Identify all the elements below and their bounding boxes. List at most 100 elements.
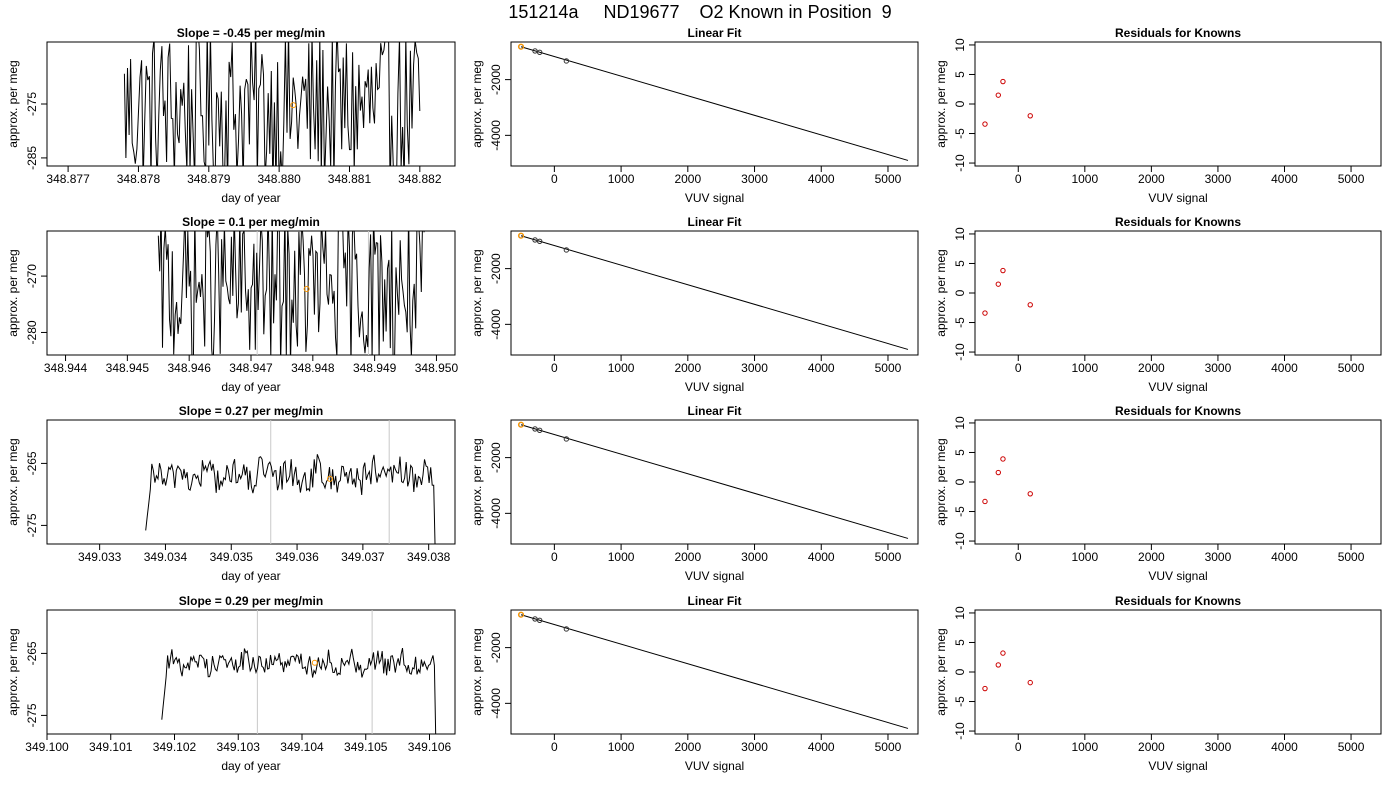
panel-row4-fit: Linear Fit 0 1000 2000 3000 4000 5000 -2000 -400…: [470, 594, 919, 773]
panel-title: Slope = 0.27 per meg/min: [179, 404, 323, 418]
panel-title: Slope = 0.1 per meg/min: [182, 215, 320, 229]
y-tick-label: -2000: [489, 442, 503, 473]
x-tick-label: 0: [1015, 740, 1022, 754]
known-point: [536, 238, 543, 245]
x-axis-label: VUV signal: [1148, 191, 1207, 205]
x-tick-label: 4000: [1271, 361, 1298, 375]
series-line: [161, 647, 437, 734]
y-tick-label: -275: [25, 92, 39, 116]
fit-line: [520, 614, 909, 729]
x-tick-label: 5000: [1338, 550, 1365, 564]
y-tick-label: -280: [25, 320, 39, 344]
y-tick-label: 5: [953, 639, 967, 646]
plot-area: [161, 610, 437, 734]
panel-title: Slope = 0.29 per meg/min: [179, 594, 323, 608]
y-axis-label: approx. per meg: [6, 249, 20, 336]
y-tick-label: -5: [953, 128, 967, 139]
y-tick-label: -10: [953, 154, 967, 172]
x-tick-label: 349.036: [275, 550, 319, 564]
known-point: [536, 617, 543, 624]
x-tick-label: 2000: [674, 361, 701, 375]
x-axis-label: VUV signal: [1148, 759, 1207, 773]
plot-area: [517, 421, 909, 539]
residual-point: [995, 281, 1001, 287]
y-tick-label: -270: [25, 264, 39, 288]
x-tick-label: 3000: [741, 550, 768, 564]
x-tick-label: 348.882: [398, 172, 442, 186]
x-tick-label: 3000: [1205, 361, 1232, 375]
x-axis-label: day of year: [221, 569, 280, 583]
y-tick-label: -275: [25, 513, 39, 537]
y-tick-label: -265: [25, 451, 39, 475]
x-tick-label: 5000: [1338, 172, 1365, 186]
plot-area: [982, 267, 1033, 316]
highlight-point: [517, 43, 525, 50]
x-tick-label: 2000: [1138, 172, 1165, 186]
plot-frame: [46, 609, 456, 735]
y-axis-label: approx. per meg: [934, 628, 948, 715]
plot-frame: [46, 419, 456, 545]
x-tick-label: 1000: [1071, 361, 1098, 375]
x-tick-label: 1000: [608, 740, 635, 754]
x-axis-label: day of year: [221, 759, 280, 773]
x-tick-label: 349.037: [341, 550, 385, 564]
x-tick-label: 348.879: [187, 172, 231, 186]
y-tick-label: 0: [953, 100, 967, 107]
y-tick-label: -4000: [489, 498, 503, 529]
x-tick-label: 348.949: [353, 361, 397, 375]
plot-frame: [510, 609, 919, 735]
y-tick-label: -2000: [489, 64, 503, 95]
x-tick-label: 4000: [1271, 740, 1298, 754]
highlight-point: [303, 286, 310, 293]
plot-area: [517, 43, 909, 161]
highlight-point: [290, 102, 297, 109]
panel-title: Linear Fit: [687, 26, 741, 40]
x-tick-label: 348.947: [229, 361, 273, 375]
x-tick-label: 3000: [741, 361, 768, 375]
y-tick-label: -4000: [489, 120, 503, 151]
plot-frame: [510, 41, 919, 167]
y-tick-label: 5: [953, 449, 967, 456]
plot-area: [145, 420, 436, 544]
y-tick-label: 0: [953, 668, 967, 675]
residual-point: [982, 121, 988, 127]
residual-point: [1000, 456, 1006, 462]
highlight-point: [326, 475, 333, 482]
x-tick-label: 1000: [608, 361, 635, 375]
plot-area: [982, 456, 1033, 505]
panel-title: Linear Fit: [687, 215, 741, 229]
x-tick-label: 349.101: [89, 740, 133, 754]
residual-point: [1027, 113, 1033, 119]
plot-area: [982, 78, 1033, 127]
residual-point: [982, 685, 988, 692]
x-axis-label: VUV signal: [1148, 380, 1207, 394]
y-tick-label: 10: [953, 38, 967, 52]
y-tick-label: 5: [953, 71, 967, 78]
fit-line: [520, 235, 909, 350]
x-tick-label: 3000: [1205, 172, 1232, 186]
fit-line: [520, 424, 909, 539]
panel-row3-timeseries: Slope = 0.27 per meg/min 349.033 349.034 34…: [6, 404, 456, 583]
x-tick-label: 2000: [674, 550, 701, 564]
x-tick-label: 349.035: [210, 550, 254, 564]
x-tick-label: 4000: [808, 361, 835, 375]
x-tick-label: 4000: [1271, 550, 1298, 564]
highlight-point: [311, 659, 318, 666]
plot-frame: [510, 419, 919, 545]
x-tick-label: 3000: [741, 740, 768, 754]
known-point: [532, 426, 538, 432]
known-point: [536, 427, 543, 434]
plot-area: [517, 611, 909, 729]
y-tick-label: -265: [25, 641, 39, 665]
plot-frame: [510, 230, 919, 356]
x-tick-label: 2000: [1138, 550, 1165, 564]
y-axis-label: approx. per meg: [6, 438, 20, 525]
y-tick-label: 0: [953, 478, 967, 485]
y-tick-label: -2000: [489, 253, 503, 284]
x-tick-label: 0: [1015, 550, 1022, 564]
known-point: [563, 626, 570, 632]
x-tick-label: 0: [551, 361, 558, 375]
x-tick-label: 349.100: [25, 740, 69, 754]
residual-point: [982, 498, 988, 505]
